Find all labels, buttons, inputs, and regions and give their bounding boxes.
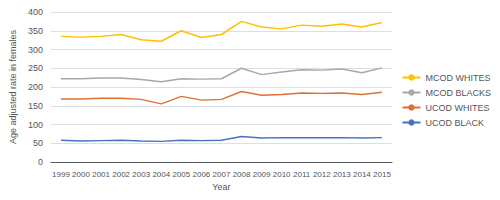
svg-text:0: 0 [38,157,43,167]
svg-text:2010: 2010 [273,170,291,179]
svg-text:Year: Year [212,182,230,192]
svg-text:2003: 2003 [132,170,150,179]
svg-text:2008: 2008 [233,170,251,179]
svg-text:200: 200 [28,82,43,92]
svg-text:250: 250 [28,63,43,73]
svg-text:150: 150 [28,101,43,111]
svg-text:350: 350 [28,26,43,36]
svg-text:2014: 2014 [353,170,371,179]
svg-text:2000: 2000 [72,170,90,179]
svg-text:2001: 2001 [92,170,110,179]
svg-text:2002: 2002 [112,170,130,179]
svg-text:100: 100 [28,120,43,130]
svg-text:2004: 2004 [152,170,170,179]
svg-text:Age adjusted rate in females: Age adjusted rate in females [8,29,18,144]
svg-text:2007: 2007 [213,170,231,179]
svg-text:UCOD BLACK: UCOD BLACK [425,118,484,128]
svg-text:2011: 2011 [293,170,311,179]
svg-text:2005: 2005 [172,170,190,179]
svg-text:400: 400 [28,7,43,17]
svg-text:2006: 2006 [192,170,210,179]
svg-text:300: 300 [28,45,43,55]
svg-text:UCOD WHITES: UCOD WHITES [425,103,489,113]
svg-text:2012: 2012 [313,170,331,179]
svg-text:50: 50 [33,138,43,148]
svg-text:MCOD BLACKS: MCOD BLACKS [425,88,491,98]
svg-text:1999: 1999 [52,170,70,179]
svg-text:2013: 2013 [333,170,351,179]
svg-text:MCOD WHITES: MCOD WHITES [425,73,490,83]
svg-text:2015: 2015 [373,170,391,179]
svg-text:2009: 2009 [253,170,271,179]
